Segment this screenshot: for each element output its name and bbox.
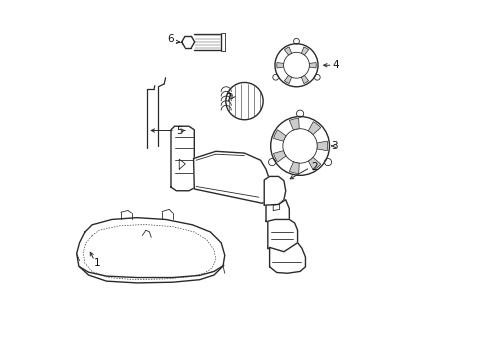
Polygon shape	[269, 243, 305, 273]
Polygon shape	[273, 150, 285, 162]
Text: 7: 7	[224, 93, 231, 103]
Polygon shape	[193, 151, 271, 203]
Polygon shape	[171, 126, 198, 191]
Polygon shape	[301, 47, 308, 55]
Polygon shape	[264, 176, 285, 207]
Text: 5: 5	[176, 126, 183, 135]
Polygon shape	[308, 157, 320, 170]
Text: 2: 2	[310, 162, 317, 172]
Circle shape	[270, 117, 329, 175]
Circle shape	[277, 216, 283, 222]
Polygon shape	[284, 47, 291, 55]
Polygon shape	[273, 130, 285, 141]
Polygon shape	[301, 75, 308, 84]
Polygon shape	[265, 200, 289, 226]
Text: 3: 3	[331, 141, 338, 151]
Polygon shape	[77, 218, 224, 283]
Text: 4: 4	[332, 60, 339, 70]
Polygon shape	[289, 162, 299, 174]
Text: 6: 6	[167, 34, 174, 44]
Polygon shape	[267, 220, 297, 252]
Polygon shape	[284, 75, 291, 84]
Polygon shape	[316, 141, 327, 151]
Polygon shape	[276, 63, 283, 68]
Text: 1: 1	[93, 258, 100, 268]
Polygon shape	[289, 118, 299, 130]
Polygon shape	[308, 63, 316, 68]
Circle shape	[225, 82, 263, 120]
Circle shape	[274, 44, 317, 87]
Polygon shape	[308, 122, 320, 135]
